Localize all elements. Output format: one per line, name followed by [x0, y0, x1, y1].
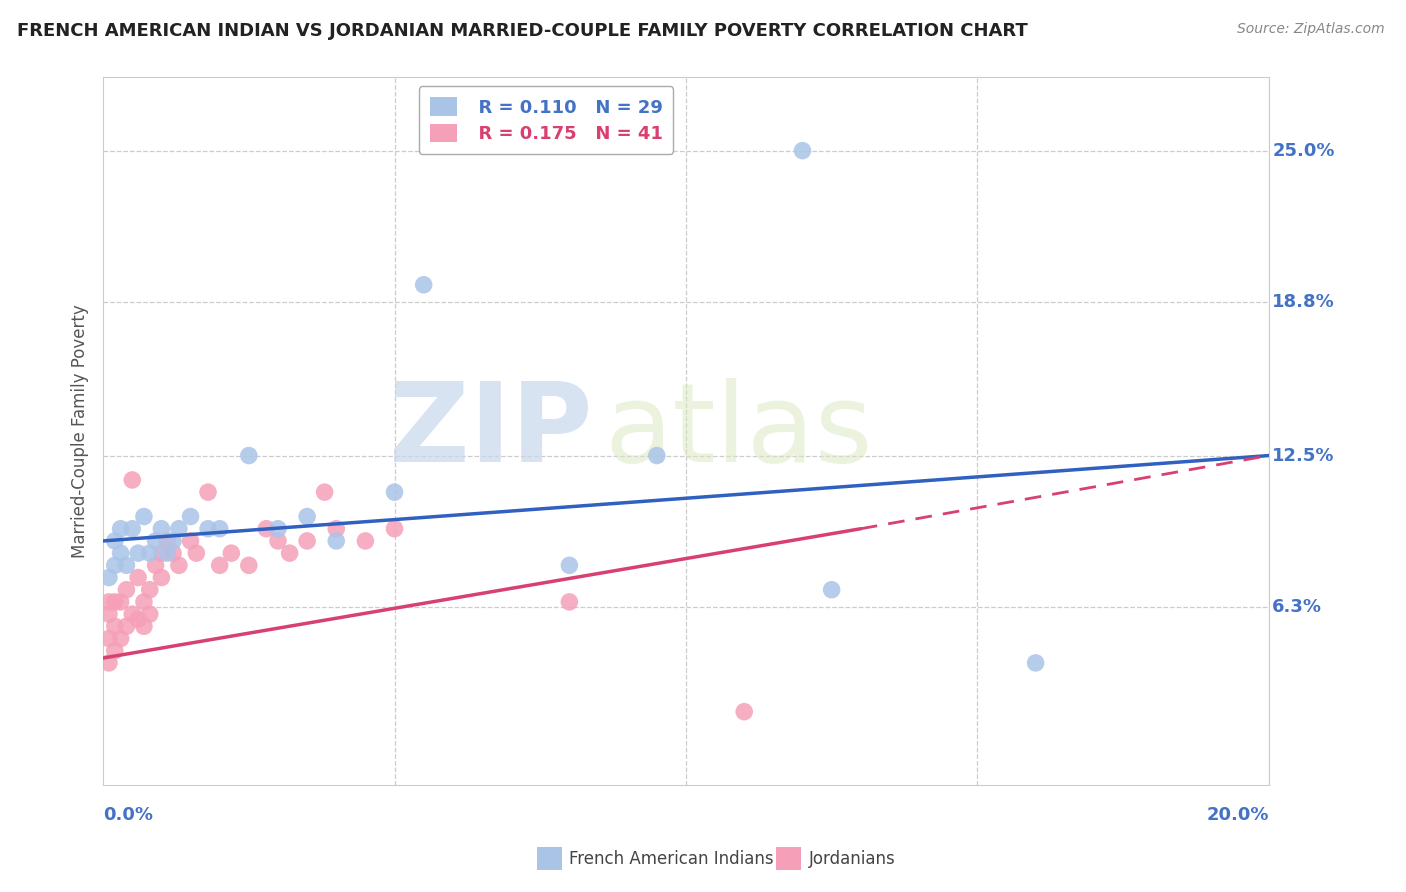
Point	[110, 522, 132, 536]
Point	[558, 595, 581, 609]
Text: Jordanians: Jordanians	[808, 850, 896, 868]
Point	[104, 558, 127, 573]
Point	[115, 558, 138, 573]
Point	[156, 546, 179, 560]
Point	[186, 546, 208, 560]
Point	[384, 485, 406, 500]
Text: FRENCH AMERICAN INDIAN VS JORDANIAN MARRIED-COUPLE FAMILY POVERTY CORRELATION CH: FRENCH AMERICAN INDIAN VS JORDANIAN MARR…	[17, 22, 1028, 40]
Point	[145, 533, 167, 548]
Y-axis label: Married-Couple Family Poverty: Married-Couple Family Poverty	[72, 304, 89, 558]
Point	[314, 485, 336, 500]
Point	[162, 533, 184, 548]
Point	[110, 546, 132, 560]
Point	[97, 607, 120, 621]
Point	[645, 449, 668, 463]
Text: French American Indians: French American Indians	[569, 850, 775, 868]
Text: 6.3%: 6.3%	[1272, 598, 1322, 615]
Point	[197, 485, 219, 500]
Point	[384, 522, 406, 536]
Point	[139, 546, 162, 560]
Text: 25.0%: 25.0%	[1272, 142, 1334, 160]
Point	[127, 612, 149, 626]
Point	[254, 522, 277, 536]
Point	[127, 546, 149, 560]
Text: 0.0%: 0.0%	[103, 806, 153, 824]
Point	[150, 522, 173, 536]
Text: 12.5%: 12.5%	[1272, 447, 1334, 465]
Text: ZIP: ZIP	[389, 377, 593, 484]
Point	[733, 705, 755, 719]
Point	[127, 570, 149, 584]
Point	[145, 558, 167, 573]
Text: atlas: atlas	[605, 377, 873, 484]
Point	[412, 277, 434, 292]
Point	[325, 533, 347, 548]
Point	[167, 522, 190, 536]
Point	[1025, 656, 1047, 670]
Point	[558, 558, 581, 573]
Point	[820, 582, 842, 597]
Point	[97, 595, 120, 609]
Point	[150, 570, 173, 584]
Point	[167, 558, 190, 573]
Point	[104, 595, 127, 609]
Point	[115, 582, 138, 597]
Point	[121, 607, 143, 621]
Point	[97, 656, 120, 670]
Point	[162, 546, 184, 560]
Point	[110, 632, 132, 646]
Point	[104, 619, 127, 633]
Point	[180, 509, 202, 524]
Point	[238, 558, 260, 573]
Legend:   R = 0.110   N = 29,   R = 0.175   N = 41: R = 0.110 N = 29, R = 0.175 N = 41	[419, 87, 673, 154]
Point	[97, 570, 120, 584]
Point	[238, 449, 260, 463]
Point	[121, 522, 143, 536]
Point	[139, 607, 162, 621]
Point	[97, 632, 120, 646]
Point	[150, 546, 173, 560]
Point	[132, 595, 155, 609]
Point	[132, 619, 155, 633]
Point	[139, 582, 162, 597]
Point	[208, 558, 231, 573]
Point	[132, 509, 155, 524]
Point	[325, 522, 347, 536]
Point	[197, 522, 219, 536]
Text: 18.8%: 18.8%	[1272, 293, 1334, 311]
Point	[208, 522, 231, 536]
Point	[180, 533, 202, 548]
Point	[110, 595, 132, 609]
Point	[115, 619, 138, 633]
Point	[267, 533, 290, 548]
Point	[104, 533, 127, 548]
Text: 20.0%: 20.0%	[1206, 806, 1268, 824]
Text: Source: ZipAtlas.com: Source: ZipAtlas.com	[1237, 22, 1385, 37]
Point	[221, 546, 243, 560]
Point	[267, 522, 290, 536]
Point	[121, 473, 143, 487]
Point	[278, 546, 301, 560]
Point	[156, 533, 179, 548]
Point	[104, 643, 127, 657]
Point	[354, 533, 377, 548]
Point	[295, 533, 318, 548]
Point	[295, 509, 318, 524]
Point	[792, 144, 814, 158]
